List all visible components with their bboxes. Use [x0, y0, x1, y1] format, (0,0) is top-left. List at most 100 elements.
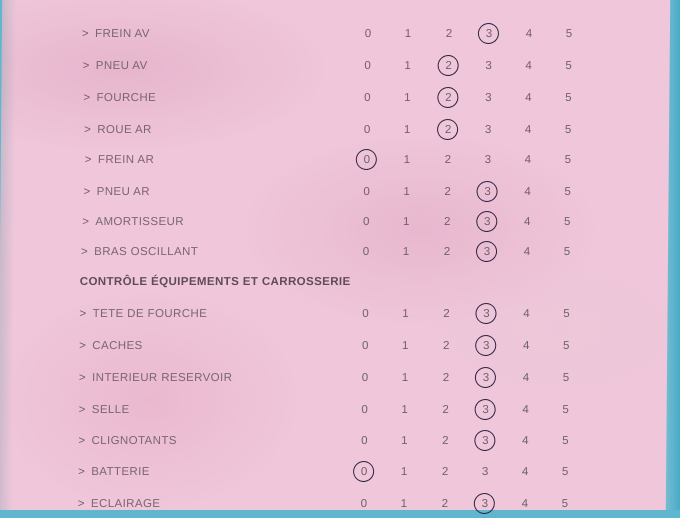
score-option[interactable]: 4: [523, 246, 531, 258]
score-option[interactable]: 0: [361, 435, 368, 447]
score-option[interactable]: 2: [442, 340, 450, 352]
score-option[interactable]: 1: [404, 60, 411, 72]
score-option[interactable]: 0: [360, 498, 368, 510]
score-option[interactable]: 1: [401, 404, 408, 416]
score-option[interactable]: 5: [562, 435, 569, 447]
score-option-circled[interactable]: 3: [478, 308, 494, 320]
score-option[interactable]: 4: [525, 92, 532, 104]
score-option[interactable]: 1: [402, 308, 409, 320]
score-option-circled[interactable]: 2: [441, 60, 457, 72]
chevron-right-icon: >: [84, 124, 92, 136]
score-option-circled[interactable]: 3: [477, 498, 493, 510]
score-option[interactable]: 5: [564, 216, 571, 228]
score-option[interactable]: 0: [363, 124, 371, 136]
score-option[interactable]: 3: [485, 60, 492, 72]
score-option[interactable]: 2: [445, 28, 453, 40]
score-option[interactable]: 5: [562, 340, 570, 352]
score-option[interactable]: 4: [521, 498, 529, 510]
chevron-right-icon: >: [78, 404, 86, 416]
score-option[interactable]: 2: [444, 154, 452, 166]
score-option[interactable]: 5: [562, 404, 569, 416]
score-option-circled[interactable]: 3: [481, 28, 497, 40]
section-title: CONTRÔLE ÉQUIPEMENTS ET CARROSSERIE: [79, 276, 351, 288]
score-option[interactable]: 1: [403, 216, 410, 228]
score-option[interactable]: 5: [563, 308, 570, 320]
checklist-row: > BRAS OSCILLANT 0 1 2 3 4 5: [0, 246, 640, 266]
chevron-right-icon: >: [82, 216, 90, 228]
score-option-circled[interactable]: 2: [440, 124, 456, 136]
score-option[interactable]: 3: [481, 466, 489, 478]
score-option[interactable]: 0: [364, 92, 371, 104]
score-option[interactable]: 4: [522, 340, 530, 352]
score-option[interactable]: 1: [400, 466, 408, 478]
item-label: > PNEU AV: [83, 60, 148, 72]
score-option[interactable]: 3: [485, 92, 492, 104]
score-option[interactable]: 1: [404, 28, 412, 40]
score-option-circled[interactable]: 3: [478, 404, 494, 416]
score-option[interactable]: 5: [564, 124, 572, 136]
score-option[interactable]: 2: [441, 498, 449, 510]
score-option[interactable]: 5: [565, 92, 572, 104]
item-label-text: ROUE AR: [97, 124, 152, 136]
score-option[interactable]: 2: [444, 216, 451, 228]
score-option[interactable]: 4: [525, 60, 532, 72]
score-option[interactable]: 0: [364, 28, 372, 40]
score-option[interactable]: 4: [524, 186, 531, 198]
score-option[interactable]: 4: [522, 435, 529, 447]
score-option[interactable]: 5: [565, 28, 573, 40]
score-option[interactable]: 4: [522, 404, 529, 416]
score-option[interactable]: 3: [484, 124, 492, 136]
score-option[interactable]: 2: [441, 466, 449, 478]
item-label: > BRAS OSCILLANT: [81, 246, 198, 258]
score-option[interactable]: 1: [403, 154, 411, 166]
score-option[interactable]: 1: [400, 498, 408, 510]
chevron-right-icon: >: [81, 28, 90, 40]
score-option[interactable]: 1: [404, 92, 411, 104]
score-option[interactable]: 0: [362, 308, 369, 320]
score-option[interactable]: 4: [525, 28, 533, 40]
score-option[interactable]: 1: [403, 186, 410, 198]
score-option[interactable]: 0: [362, 246, 370, 258]
score-option[interactable]: 4: [523, 308, 530, 320]
score-option[interactable]: 5: [563, 246, 571, 258]
score-option-circled[interactable]: 0: [359, 154, 375, 166]
item-label: > SELLE: [79, 404, 130, 416]
score-option-circled[interactable]: 3: [478, 372, 494, 384]
score-option[interactable]: 5: [564, 186, 571, 198]
score-option[interactable]: 0: [363, 186, 370, 198]
score-option[interactable]: 4: [524, 216, 531, 228]
score-option[interactable]: 0: [364, 60, 371, 72]
score-option-circled[interactable]: 3: [479, 246, 495, 258]
score-option[interactable]: 4: [524, 154, 532, 166]
score-option[interactable]: 2: [442, 404, 449, 416]
score-option-circled[interactable]: 0: [356, 466, 372, 478]
score-option-circled[interactable]: 3: [477, 435, 493, 447]
score-option[interactable]: 1: [401, 340, 409, 352]
score-option[interactable]: 0: [363, 216, 370, 228]
score-option[interactable]: 3: [484, 154, 492, 166]
score-option[interactable]: 0: [361, 340, 369, 352]
score-option[interactable]: 0: [361, 404, 368, 416]
score-option[interactable]: 4: [524, 124, 532, 136]
score-option[interactable]: 1: [403, 124, 411, 136]
score-option[interactable]: 2: [443, 308, 450, 320]
score-option[interactable]: 5: [561, 466, 569, 478]
score-option[interactable]: 2: [442, 372, 450, 384]
score-option[interactable]: 2: [442, 435, 449, 447]
score-option[interactable]: 4: [522, 372, 530, 384]
score-option[interactable]: 1: [402, 246, 410, 258]
score-option[interactable]: 5: [562, 372, 570, 384]
score-option[interactable]: 2: [444, 186, 451, 198]
score-option[interactable]: 0: [361, 372, 369, 384]
score-option-circled[interactable]: 3: [478, 340, 494, 352]
score-option[interactable]: 5: [561, 498, 569, 510]
score-option[interactable]: 1: [401, 372, 409, 384]
score-option-circled[interactable]: 2: [440, 92, 456, 104]
score-option[interactable]: 5: [565, 60, 572, 72]
score-option[interactable]: 2: [443, 246, 451, 258]
score-option-circled[interactable]: 3: [479, 186, 495, 198]
score-option-circled[interactable]: 3: [479, 216, 495, 228]
score-option[interactable]: 1: [401, 435, 408, 447]
score-option[interactable]: 4: [521, 466, 529, 478]
score-option[interactable]: 5: [564, 154, 572, 166]
